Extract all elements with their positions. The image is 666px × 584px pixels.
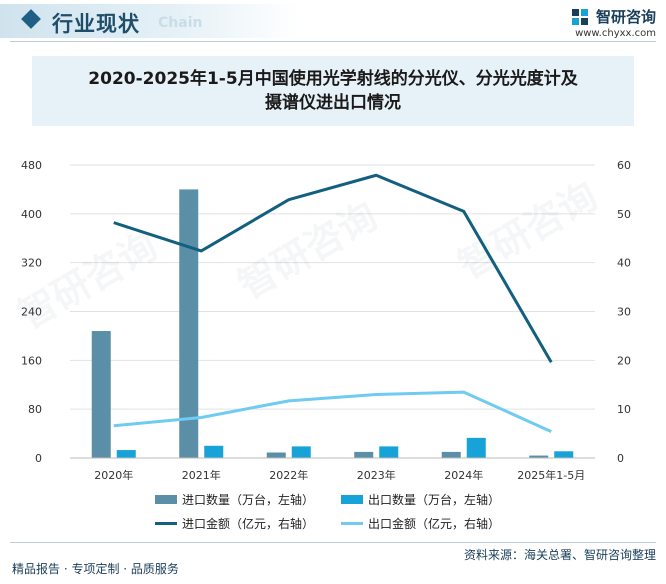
bar-import-qty <box>91 331 111 458</box>
brand: 智研咨询 www.chyxx.com <box>571 6 656 39</box>
bar-export-qty <box>554 451 574 458</box>
x-tick-label: 2020年 <box>94 468 133 480</box>
footer-divider <box>10 542 656 543</box>
y-right-tick-label: 0 <box>617 452 624 465</box>
bar-import-qty <box>354 451 374 458</box>
legend-item-export-qty: 出口数量（万台，左轴） <box>341 491 500 508</box>
y-right-tick-label: 20 <box>617 354 631 367</box>
legend-swatch-export-amt <box>341 522 363 525</box>
series-line-export-amt <box>113 390 552 433</box>
brand-name: 智研咨询 <box>595 8 656 26</box>
legend-label-import-amt: 进口金额（亿元，右轴） <box>182 517 315 531</box>
x-tick-label: 2021年 <box>182 468 221 480</box>
source-note: 资料来源：海关总署、智研咨询整理 <box>463 548 656 562</box>
y-left-tick-label: 320 <box>21 257 42 270</box>
bar-import-qty <box>179 189 199 458</box>
bar-import-qty <box>266 452 286 458</box>
section-subtitle: Chain <box>158 15 203 31</box>
header-bar: 行业现状 Chain 智研咨询 www.chyxx.com <box>0 0 666 44</box>
chart-title-line-2: 摄谱仪进出口情况 <box>265 93 401 113</box>
chart-title-line-1: 2020-2025年1-5月中国使用光学射线的分光仪、分光光度计及 <box>88 69 578 89</box>
chart-title-box: 2020-2025年1-5月中国使用光学射线的分光仪、分光光度计及 摄谱仪进出口… <box>32 56 634 126</box>
y-right-tick-label: 60 <box>617 159 631 172</box>
y-right-tick-label: 30 <box>617 306 631 319</box>
legend-item-import-amt: 进口金额（亿元，右轴） <box>155 515 314 532</box>
legend-item-import-qty: 进口数量（万台，左轴） <box>155 491 314 508</box>
x-tick-label: 2023年 <box>357 468 396 480</box>
legend-swatch-import-qty <box>155 495 177 504</box>
y-left-tick-label: 0 <box>35 452 42 465</box>
brand-url: www.chyxx.com <box>575 28 656 39</box>
header-band <box>0 4 300 38</box>
bar-export-qty <box>204 445 224 458</box>
header-divider <box>10 41 656 42</box>
y-right-tick-label: 40 <box>617 257 631 270</box>
y-left-tick-label: 480 <box>21 159 42 172</box>
legend-label-export-amt: 出口金额（亿元，右轴） <box>368 517 501 531</box>
bar-export-qty <box>379 446 399 458</box>
footer-slogan: 精品报告 · 专项定制 · 品质服务 <box>12 562 179 576</box>
y-left-tick-label: 240 <box>21 306 42 319</box>
y-left-tick-label: 80 <box>28 403 42 416</box>
bar-export-qty <box>116 450 136 458</box>
chart-svg: 0 80 160 240 320 400 480 0 10 20 30 40 50 60 2020年 2021… <box>21 159 631 480</box>
legend-item-export-amt: 出口金额（亿元，右轴） <box>341 515 500 532</box>
x-tick-label: 2024年 <box>444 468 483 480</box>
legend-label-export-qty: 出口数量（万台，左轴） <box>368 493 501 507</box>
legend-swatch-import-amt <box>155 522 177 525</box>
x-tick-label: 2025年1-5月 <box>517 468 585 480</box>
series-line-import-amt <box>113 173 553 364</box>
y-right-tick-label: 50 <box>617 208 631 221</box>
bar-export-qty <box>466 437 486 458</box>
x-tick-label: 2022年 <box>269 468 308 480</box>
section-title: 行业现状 <box>52 12 140 36</box>
bar-import-qty <box>529 455 549 458</box>
chart-title: 2020-2025年1-5月中国使用光学射线的分光仪、分光光度计及 摄谱仪进出口… <box>32 67 634 115</box>
brand-logo-icon <box>571 8 588 25</box>
y-left-tick-label: 160 <box>21 354 42 367</box>
y-left-tick-label: 400 <box>21 208 42 221</box>
y-right-tick-label: 10 <box>617 403 631 416</box>
bar-import-qty <box>441 451 461 458</box>
legend-swatch-export-qty <box>341 495 363 504</box>
legend-label-import-qty: 进口数量（万台，左轴） <box>182 493 315 507</box>
bar-export-qty <box>291 446 311 458</box>
